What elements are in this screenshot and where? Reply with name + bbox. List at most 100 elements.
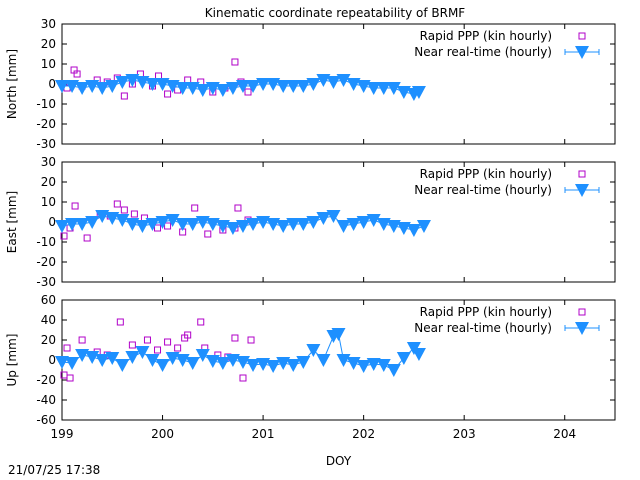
nrt-point [185,82,200,95]
rapid-ppp-point [128,341,136,349]
nrt-point [105,352,120,365]
legend-marker-nrt [575,46,589,59]
nrt-point [135,346,150,359]
nrt-point [296,80,311,93]
nrt-point [85,80,100,93]
legend-label-nrt: Near real-time (hourly) [414,321,552,335]
rapid-ppp-point [164,338,172,346]
y-axis-label: Up [mm] [5,334,19,387]
nrt-point [155,78,170,91]
y-axis-label: North [mm] [5,49,19,119]
rapid-ppp-point [174,344,182,352]
nrt-point [386,364,401,377]
nrt-point [256,78,271,91]
y-tick-label: -60 [36,413,56,427]
x-tick-label: 199 [51,427,74,441]
y-tick-label: -20 [36,373,56,387]
nrt-point [411,86,426,99]
rapid-ppp-point [113,200,121,208]
nrt-point [65,357,80,370]
nrt-point [376,359,391,372]
nrt-point [356,216,371,229]
rapid-ppp-point [71,202,79,210]
y-tick-label: 0 [48,215,56,229]
nrt-point [235,80,250,93]
nrt-point [286,359,301,372]
nrt-point [175,218,190,231]
y-tick-label: -10 [36,235,56,249]
rapid-ppp-point [120,92,128,100]
nrt-point [256,358,271,371]
nrt-point [75,349,90,362]
nrt-point [105,80,120,93]
nrt-point [296,356,311,369]
rapid-ppp-point [154,224,162,232]
nrt-point [316,74,331,87]
nrt-point [356,360,371,373]
nrt-point [246,359,261,372]
nrt-point [266,360,281,373]
nrt-point [346,218,361,231]
nrt-point [346,357,361,370]
nrt-point [336,354,351,367]
nrt-point [125,351,140,364]
nrt-point [165,80,180,93]
y-tick-label: 40 [41,313,56,327]
nrt-point [135,220,150,233]
nrt-point [235,356,250,369]
nrt-point [215,357,230,370]
y-tick-label: 0 [48,77,56,91]
nrt-point [195,349,210,362]
y-tick-label: -20 [36,255,56,269]
nrt-point [85,351,100,364]
nrt-point [55,220,69,233]
nrt-point [155,216,170,229]
nrt-point [376,218,391,231]
legend-marker-rapid [578,308,586,316]
rapid-ppp-point [231,58,239,66]
nrt-point [396,352,411,365]
nrt-point [105,212,120,225]
nrt-point [175,354,190,367]
legend-marker-rapid [578,170,586,178]
nrt-point [306,344,321,357]
rapid-ppp-point [83,234,91,242]
nrt-point [326,210,341,223]
nrt-point [356,80,371,93]
x-tick-label: 204 [553,427,576,441]
nrt-point [266,78,281,91]
figure-title: Kinematic coordinate repeatability of BR… [205,6,466,20]
nrt-point [65,218,80,231]
rapid-ppp-point [63,344,71,352]
rapid-ppp-point [184,331,192,339]
nrt-point [175,82,190,95]
nrt-point [396,222,411,235]
nrt-point [215,220,230,233]
legend-marker-nrt [575,322,589,335]
nrt-point [416,220,431,233]
rapid-ppp-point [231,334,239,342]
rapid-ppp-point [239,374,247,382]
rapid-ppp-point [197,318,205,326]
nrt-point [185,357,200,370]
y-tick-label: 60 [41,293,56,307]
nrt-point [65,80,80,93]
rapid-ppp-point [116,318,124,326]
rapid-ppp-point [73,70,81,78]
nrt-point [165,352,180,365]
nrt-point [306,216,321,229]
nrt-point [145,78,160,91]
y-tick-label: 10 [41,195,56,209]
rapid-ppp-point [191,204,199,212]
nrt-point [286,80,301,93]
y-tick-label: -30 [36,275,56,289]
nrt-point [326,76,341,89]
nrt-point [256,216,271,229]
nrt-point [95,210,110,223]
rapid-ppp-point [164,222,172,230]
nrt-point [286,218,301,231]
nrt-point [185,218,200,231]
nrt-point [406,224,421,237]
rapid-ppp-point [60,232,68,240]
nrt-point [225,354,240,367]
